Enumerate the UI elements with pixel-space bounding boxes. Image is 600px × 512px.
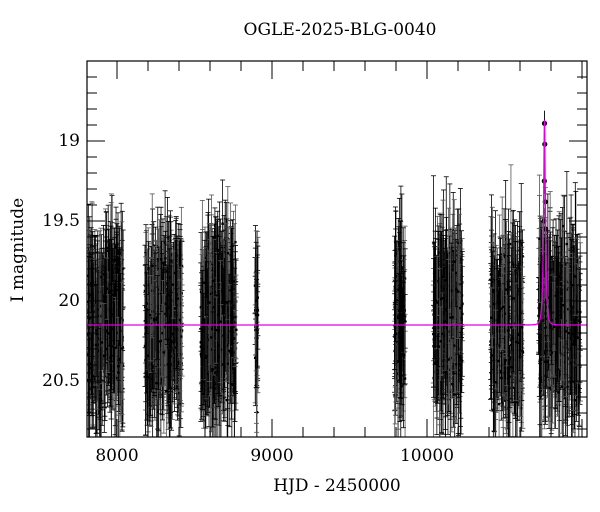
- model-curve: [87, 120, 587, 326]
- y-tick-label: 19.5: [42, 211, 80, 231]
- y-tick-label: 20: [58, 291, 80, 311]
- data-layer: [87, 110, 587, 437]
- x-tick-label: 8000: [95, 446, 138, 466]
- y-tick-label: 19: [58, 131, 80, 151]
- x-axis-label: HJD - 2450000: [87, 476, 587, 496]
- plot-frame: [86, 60, 588, 438]
- y-tick-label: 20.5: [42, 371, 80, 391]
- x-tick-label: 10000: [400, 446, 454, 466]
- axis-ticks: [87, 60, 587, 437]
- y-axis-label: I magnitude: [8, 170, 28, 330]
- chart-title: OGLE-2025-BLG-0040: [0, 20, 600, 40]
- x-tick-label: 9000: [250, 446, 293, 466]
